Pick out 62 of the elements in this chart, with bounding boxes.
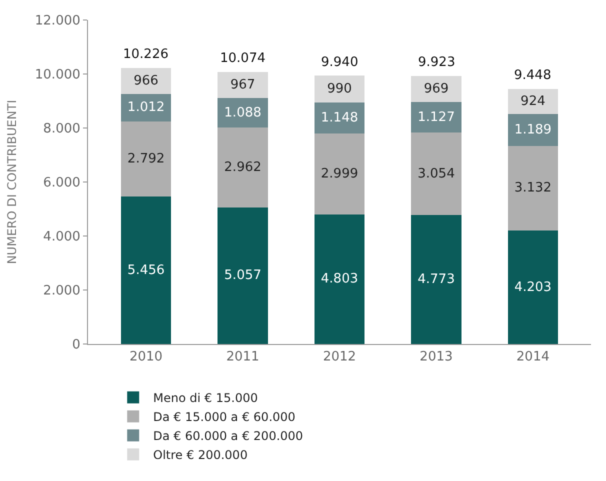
data-label: 5.456 (127, 262, 165, 278)
data-label: 4.773 (418, 272, 455, 288)
bar (314, 76, 365, 102)
total-label: 9.448 (514, 68, 552, 83)
y-axis-title: NUMERO DI CONTRIBUENTI (5, 100, 20, 264)
data-label: 924 (520, 94, 546, 109)
bar (120, 94, 172, 122)
bar (218, 98, 268, 128)
bar (218, 127, 268, 208)
bar (411, 76, 462, 102)
data-label: 4.803 (320, 272, 358, 287)
data-label: 967 (230, 78, 256, 93)
bar (314, 214, 365, 344)
bar (218, 207, 268, 344)
data-label: 1.148 (320, 110, 358, 126)
bar (120, 121, 172, 197)
data-label: 990 (327, 81, 352, 96)
bar (411, 215, 462, 344)
bar (120, 68, 172, 94)
y-tick-label: 2.000 (43, 284, 80, 299)
x-tick-label: 2011 (226, 350, 260, 365)
x-tick-label: 2012 (322, 350, 356, 365)
data-label: 2.999 (320, 166, 358, 182)
data-label: 2.962 (224, 160, 262, 175)
x-tick-label: 2010 (129, 350, 163, 365)
data-label: 1.189 (514, 122, 552, 138)
data-label: 1.012 (127, 100, 165, 116)
bar (218, 72, 268, 98)
data-label: 5.057 (224, 268, 262, 284)
bar (508, 146, 558, 231)
legend-label: Da € 60.000 a € 200.000 (153, 429, 304, 444)
data-label: 969 (424, 82, 449, 97)
y-tick-label: 10.000 (34, 68, 80, 83)
bar (508, 230, 558, 344)
data-label: 1.127 (418, 110, 455, 125)
total-label: 10.074 (220, 51, 266, 66)
bar (314, 102, 365, 134)
y-tick-label: 8.000 (43, 122, 80, 137)
data-label: 3.132 (514, 180, 552, 196)
bar (508, 114, 558, 146)
data-label: 1.088 (224, 105, 262, 120)
total-label: 9.940 (321, 55, 358, 70)
x-tick-label: 2014 (516, 350, 550, 365)
y-tick-label: 12.000 (34, 14, 80, 29)
bar (508, 88, 558, 114)
data-label: 4.203 (514, 280, 552, 295)
total-label: 9.923 (418, 55, 456, 70)
y-tick-label: 0 (72, 338, 80, 353)
bar (314, 133, 365, 214)
y-tick-label: 4.000 (43, 230, 80, 245)
y-tick-label: 6.000 (43, 176, 80, 191)
bar (411, 132, 462, 216)
total-label: 10.226 (123, 47, 168, 62)
data-label: 966 (134, 73, 158, 88)
bar (120, 196, 172, 344)
bar (411, 102, 462, 133)
legend-label: Oltre € 200.000 (153, 448, 248, 462)
legend-label: Da € 15.000 a € 60.000 (153, 410, 296, 424)
legend-label: Meno di € 15.000 (153, 391, 258, 406)
x-tick-label: 2013 (420, 350, 453, 365)
data-label: 3.054 (418, 166, 455, 182)
data-label: 2.792 (127, 151, 165, 166)
